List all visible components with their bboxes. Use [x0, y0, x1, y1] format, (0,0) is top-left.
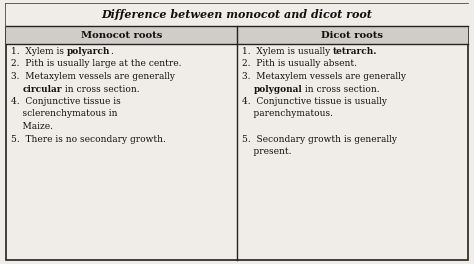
Text: polygonal: polygonal: [254, 84, 302, 93]
Text: 5.  Secondary growth is generally: 5. Secondary growth is generally: [242, 134, 397, 144]
Text: .: .: [110, 47, 113, 56]
Text: circular: circular: [22, 84, 62, 93]
Text: 1.  Xylem is usually: 1. Xylem is usually: [242, 47, 333, 56]
Text: in cross section.: in cross section.: [62, 84, 140, 93]
Text: polyarch: polyarch: [67, 47, 110, 56]
Text: in cross section.: in cross section.: [302, 84, 380, 93]
Text: 3.  Metaxylem vessels are generally: 3. Metaxylem vessels are generally: [11, 72, 175, 81]
Text: Difference between monocot and dicot root: Difference between monocot and dicot roo…: [101, 10, 373, 21]
Text: parenchymatous.: parenchymatous.: [242, 110, 333, 119]
Text: Monocot roots: Monocot roots: [81, 31, 162, 40]
Text: Dicot roots: Dicot roots: [321, 31, 383, 40]
Text: Maize.: Maize.: [11, 122, 53, 131]
Bar: [6, 26, 468, 44]
Text: 2.  Pith is usually absent.: 2. Pith is usually absent.: [242, 59, 357, 68]
Text: 5.  There is no secondary growth.: 5. There is no secondary growth.: [11, 134, 166, 144]
Text: present.: present.: [242, 147, 292, 156]
Text: 1.  Xylem is: 1. Xylem is: [11, 47, 67, 56]
Text: 4.  Conjunctive tissue is: 4. Conjunctive tissue is: [11, 97, 121, 106]
Text: 4.  Conjunctive tissue is usually: 4. Conjunctive tissue is usually: [242, 97, 387, 106]
Text: 2.  Pith is usually large at the centre.: 2. Pith is usually large at the centre.: [11, 59, 182, 68]
Text: sclerenchymatous in: sclerenchymatous in: [11, 110, 118, 119]
Text: 3.  Metaxylem vessels are generally: 3. Metaxylem vessels are generally: [242, 72, 406, 81]
Text: tetrarch.: tetrarch.: [333, 47, 378, 56]
